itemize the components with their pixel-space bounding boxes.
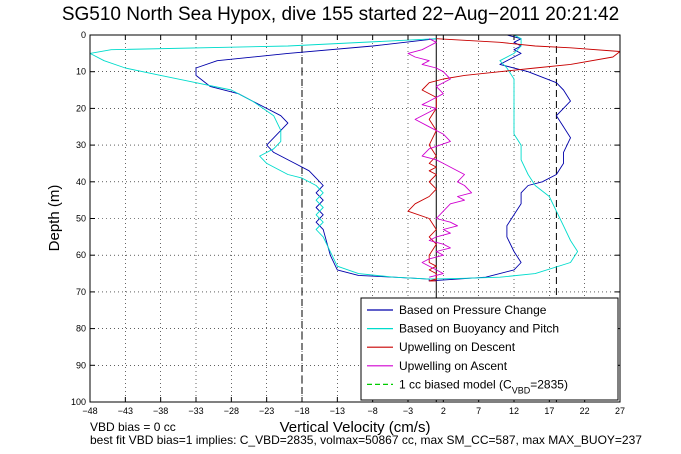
grid: [90, 35, 620, 402]
x-tick-label: 22: [580, 406, 590, 416]
series-line-3: [407, 38, 621, 282]
legend-label: 1 cc biased model (CVBD=2835): [399, 377, 568, 395]
x-tick-label: 7: [476, 406, 481, 416]
x-tick-label: 2: [441, 406, 446, 416]
y-tick-label: 20: [76, 103, 86, 113]
x-tick-label: −3: [403, 406, 413, 416]
x-tick-label: −48: [82, 406, 97, 416]
x-tick-label: −8: [368, 406, 378, 416]
y-tick-label: 70: [76, 287, 86, 297]
legend-box: [360, 297, 619, 401]
y-tick-label: 10: [76, 67, 86, 77]
y-tick-label: 0: [81, 30, 86, 40]
legend: Based on Pressure Change Based on Buoyanc…: [360, 297, 619, 401]
x-tick-label: 17: [544, 406, 554, 416]
x-tick-label: −23: [259, 406, 274, 416]
x-tick-label: −28: [224, 406, 239, 416]
y-tick-label: 40: [76, 177, 86, 187]
x-tick-label: −13: [330, 406, 345, 416]
chart-title: SG510 North Sea Hypox, dive 155 started …: [61, 4, 620, 25]
legend-label: Upwelling on Descent: [399, 340, 516, 354]
y-tick-label: 30: [76, 140, 86, 150]
y-tick-label: 60: [76, 250, 86, 260]
data-series: [89, 34, 621, 282]
series-line-4: [407, 38, 473, 278]
vbd-bias-note: VBD bias = 0 cc: [90, 420, 176, 434]
y-axis-label: Depth (m): [46, 185, 63, 252]
y-axis-ticks: 0 10 20 30 40 50 60 70 80 90 100: [71, 30, 620, 407]
best-fit-note: best fit VBD bias=1 implies: C_VBD=2835,…: [90, 433, 642, 447]
series-line-2: [89, 34, 579, 280]
x-axis-ticks: −48 −43 −38 −33 −28 −23 −18 −13 −8 −3 2 7 12 17 22 27: [82, 35, 625, 416]
x-tick-label: 27: [615, 406, 625, 416]
x-axis-label: Vertical Velocity (cm/s): [280, 419, 431, 436]
x-tick-label: −18: [294, 406, 309, 416]
x-tick-label: −38: [153, 406, 168, 416]
legend-label: Based on Pressure Change: [399, 303, 547, 317]
y-tick-label: 80: [76, 324, 86, 334]
y-tick-label: 100: [71, 397, 86, 407]
y-tick-label: 90: [76, 360, 86, 370]
legend-label: Based on Buoyancy and Pitch: [399, 322, 559, 336]
x-tick-label: −33: [188, 406, 203, 416]
x-tick-label: −43: [118, 406, 133, 416]
y-tick-label: 50: [76, 214, 86, 224]
x-tick-label: 12: [509, 406, 519, 416]
legend-label: Upwelling on Ascent: [399, 359, 508, 373]
